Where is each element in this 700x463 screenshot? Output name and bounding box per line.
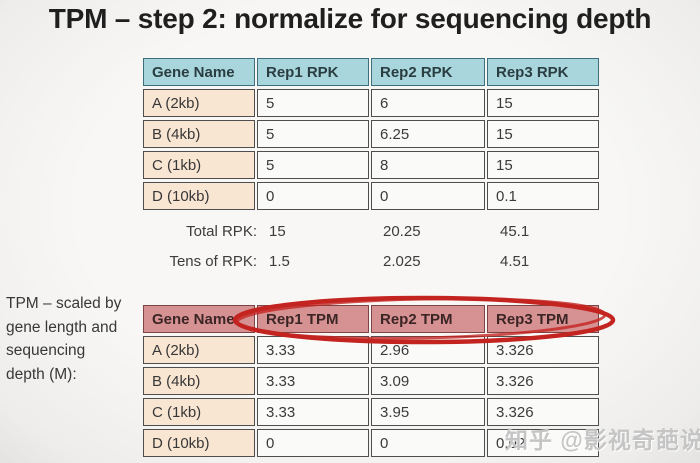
gene-name-cell: D (10kb): [143, 182, 255, 210]
summary-value: 1.5: [269, 252, 290, 270]
side-note: TPM – scaled by gene length and sequenci…: [6, 295, 122, 383]
gene-name-cell: B (4kb): [143, 367, 255, 395]
value-cell: 8: [371, 151, 485, 179]
gene-name-cell: A (2kb): [143, 89, 255, 117]
column-header: Rep1 TPM: [257, 305, 369, 333]
summary-value: 20.25: [383, 222, 421, 240]
table-row: D (10kb) 0 0 0.02: [143, 429, 599, 457]
value-cell: 0: [257, 429, 369, 457]
value-cell: 3.33: [257, 367, 369, 395]
summary-row: Tens of RPK: 1.5 2.025 4.51: [143, 246, 604, 276]
value-cell: 0.02: [487, 429, 599, 457]
page-title: TPM – step 2: normalize for sequencing d…: [48, 3, 652, 34]
value-cell: 6: [371, 89, 485, 117]
value-cell: 3.33: [257, 398, 369, 426]
watermark: 知乎 @影视奇葩说: [505, 427, 700, 453]
gene-name-cell: B (4kb): [143, 120, 255, 148]
value-cell: 0: [257, 182, 369, 210]
summary-value: 15: [269, 222, 286, 240]
value-cell: 6.25: [371, 120, 485, 148]
table-row: A (2kb) 3.33 2.96 3.326: [143, 336, 599, 364]
value-cell: 5: [257, 151, 369, 179]
value-cell: 0: [371, 429, 485, 457]
summary-value: 45.1: [500, 222, 530, 240]
gene-name-cell: C (1kb): [143, 398, 255, 426]
summary-value: 2.025: [383, 252, 421, 270]
value-cell: 2.96: [371, 336, 485, 364]
table-row: C (1kb) 3.33 3.95 3.326: [143, 398, 599, 426]
summary-value: 4.51: [500, 252, 530, 270]
value-cell: 3.09: [371, 367, 485, 395]
gene-name-cell: D (10kb): [143, 429, 255, 457]
summary-rows: Total RPK: 15 20.25 45.1 Tens of RPK: 1.5 2.02…: [143, 216, 604, 276]
column-header: Gene Name: [143, 305, 255, 333]
value-cell: 5: [257, 120, 369, 148]
value-cell: 3.326: [487, 336, 599, 364]
value-cell: 3.33: [257, 336, 369, 364]
value-cell: 3.95: [371, 398, 485, 426]
column-header: Rep2 TPM: [371, 305, 485, 333]
tpm-table-body: A (2kb) 3.33 2.96 3.326 B (4kb) 3.33 3.09 3.326…: [143, 336, 599, 457]
value-cell: 3.326: [487, 367, 599, 395]
value-cell: 15: [487, 89, 599, 117]
column-header: Rep2 RPK: [371, 58, 485, 86]
rpk-table-body: A (2kb) 5 6 15 B (4kb) 5 6.25 15 C (1kb) 5 8 15 D (1…: [143, 89, 599, 210]
table-row: B (4kb) 5 6.25 15: [143, 120, 599, 148]
gene-name-cell: A (2kb): [143, 336, 255, 364]
value-cell: 15: [487, 120, 599, 148]
summary-row: Total RPK: 15 20.25 45.1: [143, 216, 604, 246]
rpk-table: Gene Name Rep1 RPK Rep2 RPK Rep3 RPK A (2kb…: [141, 55, 601, 213]
value-cell: 0.1: [487, 182, 599, 210]
summary-label: Tens of RPK:: [169, 252, 257, 270]
column-header: Rep3 RPK: [487, 58, 599, 86]
summary-label: Total RPK:: [186, 222, 257, 240]
value-cell: 3.326: [487, 398, 599, 426]
column-header: Rep1 RPK: [257, 58, 369, 86]
column-header: Rep3 TPM: [487, 305, 599, 333]
value-cell: 15: [487, 151, 599, 179]
table-row: C (1kb) 5 8 15: [143, 151, 599, 179]
gene-name-cell: C (1kb): [143, 151, 255, 179]
column-header: Gene Name: [143, 58, 255, 86]
table-row: B (4kb) 3.33 3.09 3.326: [143, 367, 599, 395]
value-cell: 0: [371, 182, 485, 210]
rpk-header-row: Gene Name Rep1 RPK Rep2 RPK Rep3 RPK: [143, 58, 599, 86]
value-cell: 5: [257, 89, 369, 117]
table-row: A (2kb) 5 6 15: [143, 89, 599, 117]
table-row: D (10kb) 0 0 0.1: [143, 182, 599, 210]
tpm-header-row: Gene Name Rep1 TPM Rep2 TPM Rep3 TPM: [143, 305, 599, 333]
